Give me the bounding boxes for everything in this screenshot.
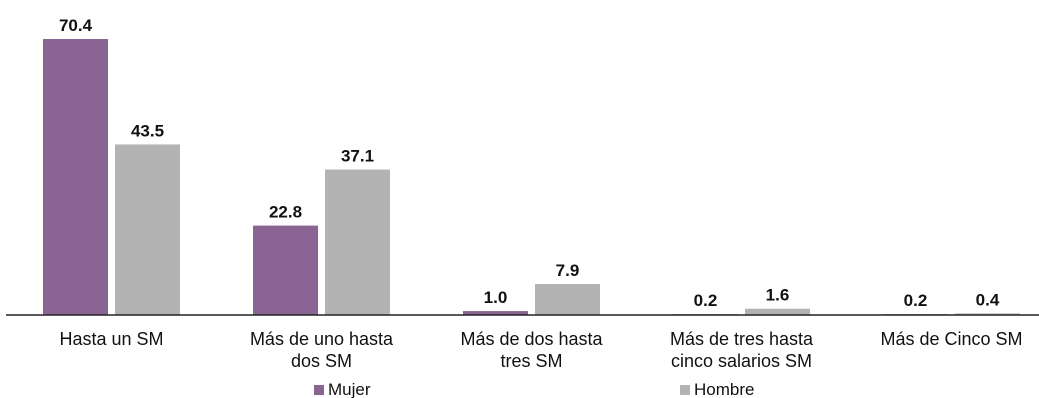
value-label-hombre-0: 43.5 — [131, 121, 164, 140]
legend-swatch-hombre — [680, 385, 690, 395]
bar-hombre-1 — [325, 169, 390, 315]
value-label-hombre-3: 1.6 — [766, 286, 790, 305]
value-label-hombre-4: 0.4 — [976, 290, 1000, 309]
bars-layer — [43, 39, 1020, 315]
category-label-0: Hasta un SM — [59, 329, 163, 349]
value-labels-layer: 70.4 43.5 22.8 37.1 1.0 7.9 0.2 1.6 0.2 0.4 — [59, 16, 1000, 310]
legend-label-hombre: Hombre — [694, 380, 754, 398]
bar-hombre-2 — [535, 284, 600, 315]
bar-hombre-4 — [955, 313, 1020, 315]
bar-hombre-0 — [115, 144, 180, 315]
bar-hombre-3 — [745, 308, 810, 315]
value-label-hombre-2: 7.9 — [556, 261, 580, 280]
value-label-mujer-4: 0.2 — [904, 291, 928, 310]
category-label-4: Más de Cinco SM — [880, 329, 1022, 349]
legend: Mujer Hombre — [314, 380, 754, 398]
category-label-1: Más de uno hasta dos SM — [250, 329, 394, 371]
legend-swatch-mujer — [314, 385, 324, 395]
value-label-mujer-0: 70.4 — [59, 16, 93, 35]
category-label-3: Más de tres hasta cinco salarios SM — [670, 329, 814, 371]
value-label-mujer-1: 22.8 — [269, 203, 302, 222]
value-label-mujer-3: 0.2 — [694, 291, 718, 310]
category-label-2: Más de dos hasta tres SM — [460, 329, 603, 371]
bar-mujer-1 — [253, 225, 318, 315]
bar-mujer-0 — [43, 39, 108, 315]
category-labels-layer: Hasta un SM Más de uno hasta dos SM Más de … — [59, 329, 1022, 371]
bar-mujer-2 — [463, 311, 528, 315]
value-label-hombre-1: 37.1 — [341, 147, 374, 166]
legend-label-mujer: Mujer — [328, 380, 371, 398]
value-label-mujer-2: 1.0 — [484, 288, 508, 307]
